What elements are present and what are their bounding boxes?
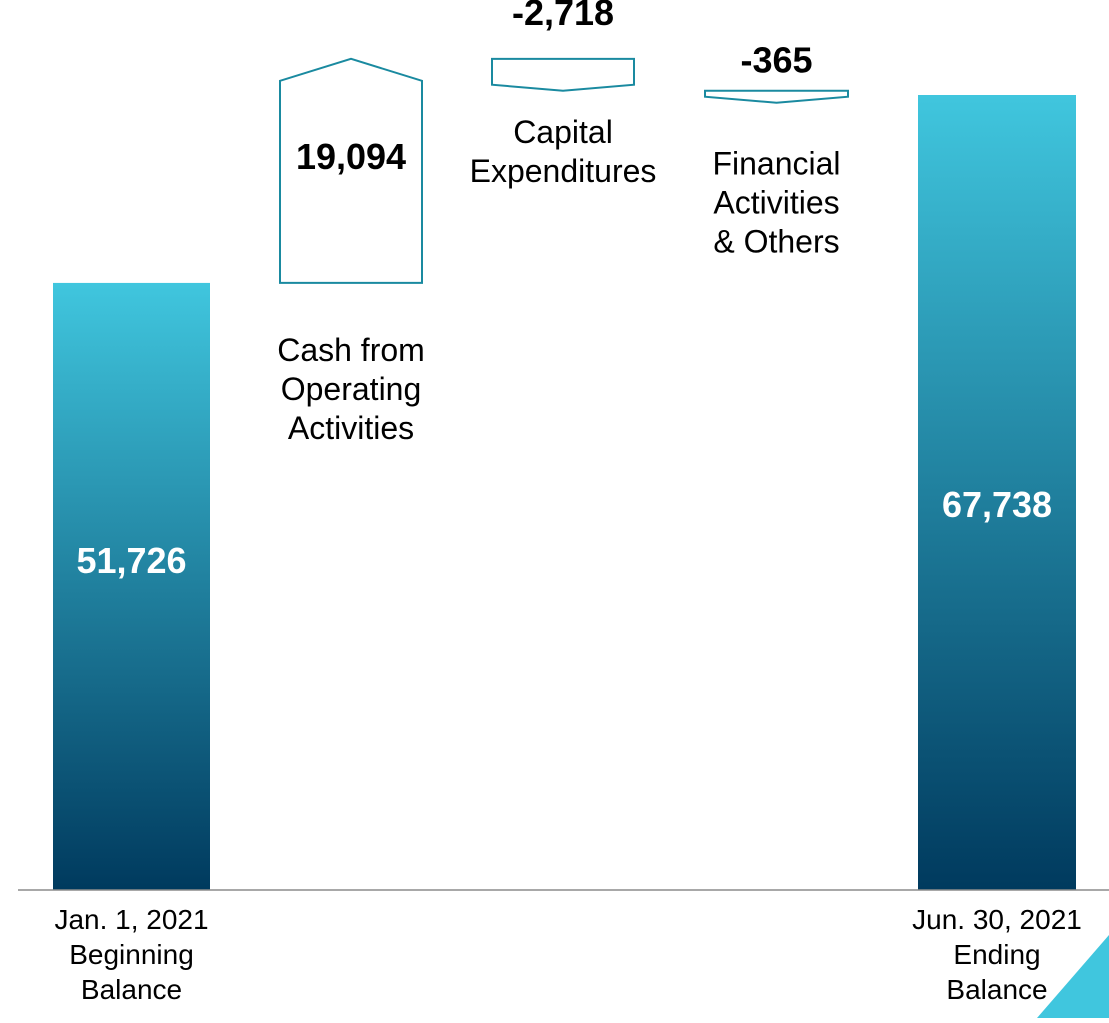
category-label: Ending <box>953 939 1040 970</box>
category-label: Activities <box>288 410 414 446</box>
bar-value-label: 67,738 <box>942 484 1052 525</box>
bar-value-label: 51,726 <box>76 540 186 581</box>
category-label: Financial <box>712 146 840 182</box>
bar-5-total <box>918 95 1076 890</box>
bar-value-label: -365 <box>740 40 812 81</box>
category-label: Balance <box>81 974 182 1005</box>
bar-value-label: -2,718 <box>512 0 614 33</box>
bar-3-decrease <box>491 57 635 92</box>
bar-value-label: 19,094 <box>296 136 406 177</box>
category-label: Cash from <box>277 332 425 368</box>
bar-4-decrease <box>704 89 849 104</box>
category-label: Expenditures <box>470 153 657 189</box>
category-label: Jun. 30, 2021 <box>912 904 1082 935</box>
category-label: Jan. 1, 2021 <box>54 904 208 935</box>
bar-2-increase <box>279 57 423 284</box>
category-label: Balance <box>946 974 1047 1005</box>
category-label: & Others <box>713 224 839 260</box>
category-label: Operating <box>281 371 422 407</box>
bar-1-total <box>53 282 210 890</box>
bars-layer <box>53 57 1076 890</box>
labels-layer: 51,726 Jan. 1, 2021 Beginning Balance 19,094… <box>54 0 1081 1005</box>
category-label: Capital <box>513 114 613 150</box>
category-label: Activities <box>713 185 839 221</box>
category-label: Beginning <box>69 939 194 970</box>
corner-accent-decoration <box>1037 935 1109 1018</box>
